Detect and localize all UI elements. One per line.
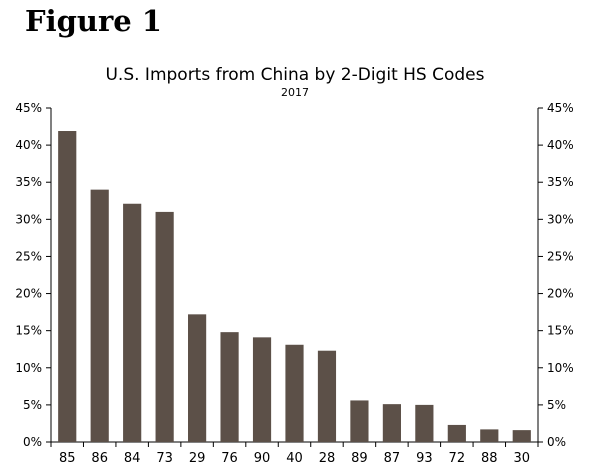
y-tick-label-right: 20% [547,287,574,301]
bar-hs-88 [480,429,499,442]
bar-hs-72 [447,424,466,442]
y-tick-label-right: 0% [547,435,566,449]
bar-hs-73 [155,211,174,442]
bar-hs-40 [285,344,304,442]
x-tick-label: 30 [513,451,530,466]
x-tick-label: 29 [189,451,206,466]
y-tick-label-right: 25% [547,249,574,263]
y-tick-label-right: 10% [547,361,574,375]
bar-hs-84 [123,203,142,442]
x-tick-label: 28 [319,451,336,466]
chart-title: U.S. Imports from China by 2-Digit HS Co… [105,65,484,85]
y-tick-label-right: 30% [547,212,574,226]
bar-hs-85 [58,131,77,442]
bar-hs-89 [350,400,369,442]
x-tick-label: 88 [481,451,498,466]
bar-hs-28 [317,350,337,442]
x-tick-label: 87 [384,451,401,466]
y-tick-label-left: 10% [15,361,42,375]
chart-subtitle: 2017 [281,86,309,99]
y-tick-label-left: 30% [15,212,42,226]
y-tick-label-left: 0% [23,435,42,449]
bar-hs-90 [252,337,272,442]
y-tick-label-right: 15% [547,324,574,338]
y-tick-label-left: 45% [15,101,42,115]
y-tick-label-right: 5% [547,398,566,412]
x-tick-label: 40 [286,451,303,466]
x-tick-label: 72 [449,451,466,466]
x-tick-label: 84 [124,451,141,466]
bar-hs-30 [512,430,531,442]
y-tick-label-left: 15% [15,324,42,338]
y-tick-label-left: 5% [23,398,42,412]
y-tick-label-right: 40% [547,138,574,152]
x-tick-label: 93 [416,451,433,466]
y-tick-label-right: 35% [547,175,574,189]
y-tick-label-right: 45% [547,101,574,115]
x-tick-label: 90 [254,451,271,466]
y-tick-label-left: 35% [15,175,42,189]
x-tick-label: 89 [351,451,368,466]
y-tick-label-left: 25% [15,249,42,263]
bar-hs-76 [220,332,239,442]
figure-label: Figure 1 [25,4,162,38]
x-tick-label: 86 [91,451,108,466]
x-tick-label: 76 [221,451,238,466]
y-tick-label-left: 20% [15,287,42,301]
bar-hs-29 [188,314,207,442]
bar-hs-93 [415,404,434,442]
bar-hs-87 [382,404,401,442]
y-tick-label-left: 40% [15,138,42,152]
x-tick-label: 73 [156,451,173,466]
x-tick-label: 85 [59,451,76,466]
bar-hs-86 [90,189,109,442]
